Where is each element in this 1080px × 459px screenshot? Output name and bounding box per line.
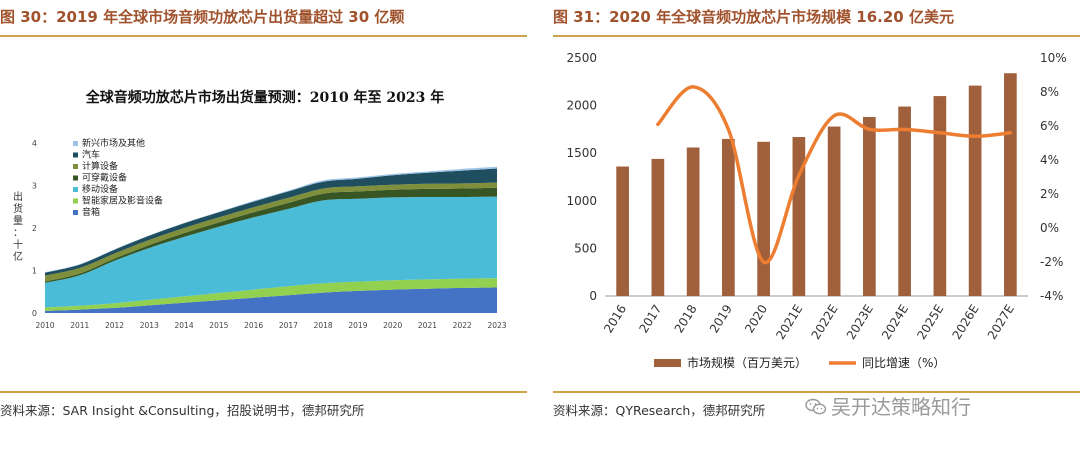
legend-swatch: [73, 198, 78, 204]
x-tick-label: 2022E: [809, 302, 841, 342]
growth-rate-line: [656, 85, 1013, 265]
bar: [722, 138, 735, 296]
left-figure-panel: 图 30：2019 年全球市场音频功放芯片出货量超过 30 亿颗 全球音频功放芯…: [0, 0, 527, 459]
x-tick-label: 2021: [418, 321, 437, 330]
x-tick-label: 2019: [707, 302, 735, 335]
bar: [686, 147, 700, 296]
y-right-tick-label: 2%: [1040, 187, 1059, 201]
chart-title: 全球音频功放芯片市场出货量预测：2010 年至 2023 年: [85, 89, 445, 106]
bar: [651, 158, 665, 296]
bar: [1004, 73, 1017, 296]
x-tick-label: 2021E: [773, 302, 805, 342]
y-left-tick-label: 2000: [566, 99, 597, 113]
left-source-note: 资料来源：SAR Insight &Consulting，招股说明书，德邦研究所: [0, 403, 365, 418]
x-tick-label: 2025E: [914, 302, 946, 342]
y-right-tick-label: -2%: [1040, 255, 1063, 269]
right-figure-panel: 图 31：2020 年全球音频功放芯片市场规模 16.20 亿美元 0 500 10…: [553, 0, 1080, 459]
legend-label: 计算设备: [82, 160, 118, 172]
y-right-tick-label: 4%: [1040, 153, 1059, 167]
area-series: [45, 196, 497, 308]
x-tick-label: 2018: [314, 321, 333, 330]
bar: [757, 141, 770, 296]
x-tick-label: 2026E: [950, 302, 982, 342]
left-top-rule: [0, 35, 527, 37]
left-area-chart: 全球音频功放芯片市场出货量预测：2010 年至 2023 年 0 1 2 3 4 出货量：十…: [13, 89, 507, 330]
legend-swatch: [73, 164, 78, 169]
y-right-tick-label: -4%: [1040, 289, 1063, 303]
y-tick-label: 3: [32, 182, 37, 191]
y-right-tick-label: 8%: [1040, 85, 1059, 99]
y-tick-label: 4: [32, 139, 37, 148]
x-tick-label: 2019: [348, 321, 367, 330]
y-right-tick-label: 6%: [1040, 119, 1059, 133]
watermark-text: 吴开达策略知行: [831, 395, 971, 419]
x-tick-label: 2020: [383, 321, 402, 330]
y-right-tick-label: 10%: [1040, 51, 1067, 65]
x-tick-label: 2018: [672, 302, 700, 335]
x-tick-label: 2016: [244, 321, 263, 330]
legend-label-line: 同比增速（%）: [862, 356, 945, 370]
legend-label: 新兴市场及其他: [82, 137, 145, 149]
x-tick-label: 2020: [742, 302, 770, 335]
bar: [968, 85, 982, 296]
y-left-tick-label: 2500: [566, 51, 597, 65]
x-tick-label: 2017: [636, 302, 664, 335]
y-left-tick-label: 1500: [566, 146, 597, 160]
right-top-rule: [553, 35, 1080, 37]
right-figure-title: 图 31：2020 年全球音频功放芯片市场规模 16.20 亿美元: [553, 8, 954, 26]
x-tick-label: 2013: [140, 321, 159, 330]
legend-swatch: [73, 210, 78, 215]
right-bottom-rule: [553, 391, 1080, 393]
x-tick-label: 2024E: [879, 302, 911, 342]
y-left-tick-label: 1000: [566, 194, 597, 208]
area-series: [45, 168, 497, 276]
x-tick-label: 2023E: [844, 302, 876, 342]
x-tick-label: 2015: [209, 321, 228, 330]
bar: [863, 117, 876, 296]
legend-label: 可穿戴设备: [82, 172, 127, 184]
x-tick-label: 2023: [487, 321, 506, 330]
left-bottom-rule: [0, 391, 527, 393]
legend-label: 汽车: [82, 149, 100, 161]
y-right-tick-label: 0%: [1040, 221, 1059, 235]
x-tick-label: 2011: [70, 321, 89, 330]
legend-label: 音箱: [82, 206, 100, 218]
right-source-note: 资料来源：QYResearch，德邦研究所: [553, 403, 766, 418]
right-bar-line-chart: 0 500 1000 1500 2000 2500 -4% -2% 0% 2% 4% 6% 8% 10% 2…: [566, 51, 1067, 370]
wechat-icon: [805, 398, 827, 415]
bar: [827, 126, 841, 296]
legend-swatch: [73, 141, 78, 146]
bar: [792, 137, 806, 296]
bar: [933, 96, 947, 296]
legend-swatch: [73, 187, 78, 192]
x-tick-label: 2012: [105, 321, 124, 330]
bar: [898, 106, 911, 296]
legend-label: 移动设备: [82, 183, 118, 195]
y-tick-label: 2: [32, 224, 37, 233]
x-tick-label: 2016: [601, 302, 629, 335]
y-tick-label: 1: [32, 267, 37, 276]
legend-swatch-bar: [654, 359, 681, 367]
x-tick-label: 2017: [279, 321, 298, 330]
bar: [616, 166, 629, 296]
y-axis-label: 出货量：十亿: [13, 190, 23, 263]
x-tick-label: 2027E: [985, 302, 1017, 342]
area-series: [45, 287, 497, 313]
x-tick-label: 2022: [453, 321, 472, 330]
left-figure-title: 图 30：2019 年全球市场音频功放芯片出货量超过 30 亿颗: [0, 8, 405, 26]
area-series: [45, 278, 497, 311]
legend-label: 智能家居及影音设备: [82, 195, 163, 207]
legend-label-bar: 市场规模（百万美元）: [687, 355, 807, 370]
y-left-tick-label: 0: [589, 289, 597, 303]
y-left-tick-label: 500: [574, 241, 597, 255]
y-tick-label: 0: [32, 309, 37, 318]
x-tick-label: 2010: [35, 321, 54, 330]
watermark: 吴开达策略知行: [805, 391, 971, 420]
legend-swatch: [73, 152, 78, 158]
x-tick-label: 2014: [175, 321, 194, 330]
legend-swatch: [73, 175, 78, 181]
